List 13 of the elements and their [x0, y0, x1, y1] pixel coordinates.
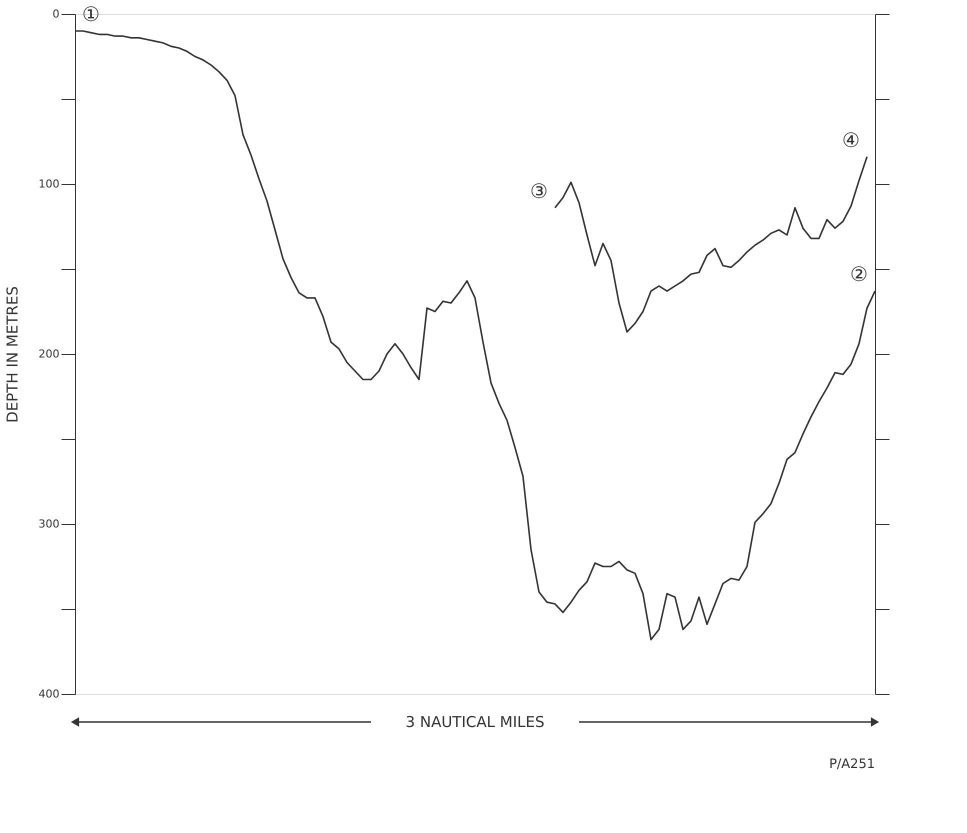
y-tick-label: 300: [38, 518, 60, 530]
data-label: ①: [82, 2, 100, 26]
y-tick-label: 0: [52, 8, 60, 20]
data-label: ③: [530, 178, 548, 203]
y-tick-label: 400: [38, 688, 60, 700]
data-label: ②: [850, 262, 868, 286]
x-axis-title: 3 NAUTICAL MILES: [406, 713, 544, 731]
y-tick-label: 200: [38, 348, 60, 360]
text: P/A251: [829, 757, 875, 772]
line-series: [554, 156, 868, 333]
y-axis-title: DEPTH IN METRES: [4, 286, 22, 423]
data-label: ④: [842, 128, 860, 152]
y-tick-label: 100: [38, 178, 60, 190]
